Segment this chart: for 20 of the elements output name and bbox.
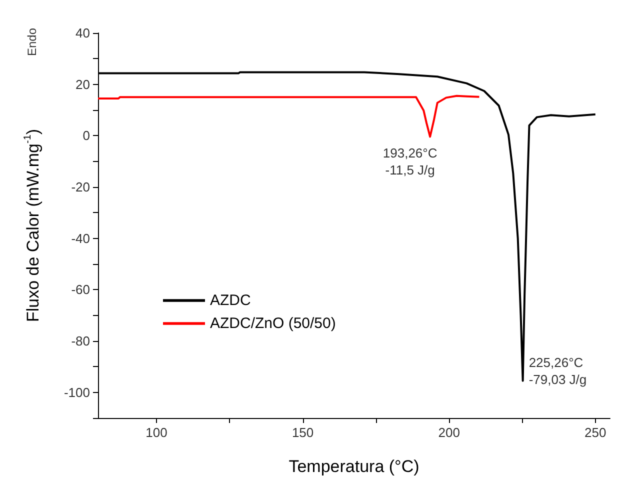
y-tick-label: 40 xyxy=(76,26,90,40)
x-tick-label: 150 xyxy=(292,425,314,440)
text: Endo xyxy=(25,28,39,56)
y-tick-label: -40 xyxy=(71,230,90,246)
y-tick-label: -80 xyxy=(71,334,90,348)
x-axis-title: Temperatura (°C) xyxy=(288,457,420,476)
y-axis-title: Fluxo de Calor (mW.mg-1) xyxy=(22,128,42,322)
annotation: 193,26°C -11,5 J/g xyxy=(382,146,438,178)
legend-label: AZDC xyxy=(210,292,251,309)
line-series xyxy=(97,94,480,138)
x-tick-label: 200 xyxy=(438,425,460,440)
y-tick-label: -20 xyxy=(71,180,90,194)
y-tick-label: -60 xyxy=(71,282,90,298)
y-tick-label: -100 xyxy=(64,384,90,400)
annotation: 225,26°C -79,03 J/g xyxy=(528,354,587,387)
x-tick-label: 250 xyxy=(584,425,606,440)
y-tick-label: 20 xyxy=(76,76,90,92)
y-tick-label: 0 xyxy=(82,128,90,144)
legend-label: AZDC/ZnO (50/50) xyxy=(210,315,336,332)
x-tick-label: 100 xyxy=(146,425,168,440)
